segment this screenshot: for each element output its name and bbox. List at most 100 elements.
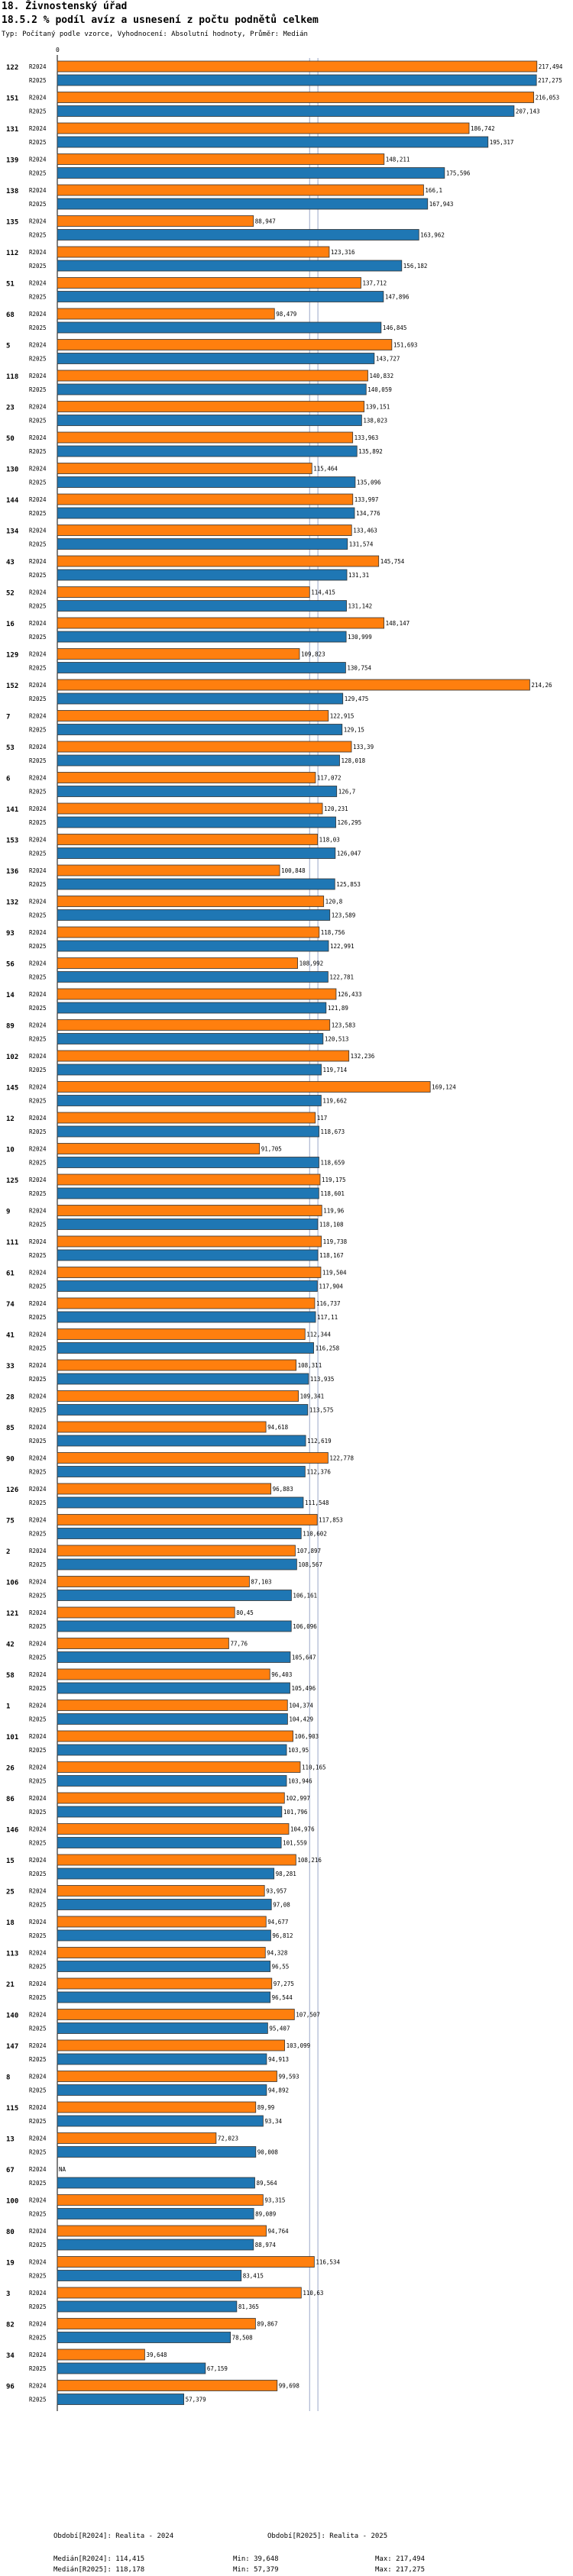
- bar-r2025: [57, 105, 515, 117]
- data-label-r2024: 94,328: [267, 1950, 288, 1957]
- bar-r2024: [57, 2039, 285, 2051]
- bar-r2025: [57, 1867, 275, 1880]
- data-label-r2024: 87,103: [251, 1579, 271, 1586]
- data-label-r2025: 163,962: [420, 232, 445, 239]
- bar-r2024: [57, 896, 325, 907]
- category-label: 5: [6, 343, 10, 350]
- series-label-r2025: R2025: [29, 1716, 47, 1723]
- series-label-r2025: R2025: [29, 757, 47, 764]
- series-label-r2025: R2025: [29, 819, 47, 826]
- category-label: 25: [6, 1889, 15, 1896]
- series-label-r2024: R2024: [29, 1455, 47, 1462]
- bar-r2024: [57, 2318, 256, 2329]
- data-label-r2025: 117,11: [317, 1314, 338, 1321]
- data-label-r2024: 116,534: [316, 2259, 340, 2266]
- series-label-r2024: R2024: [29, 805, 47, 812]
- bar-r2025: [57, 600, 347, 612]
- series-label-r2025: R2025: [29, 572, 47, 579]
- series-label-r2025: R2025: [29, 448, 47, 455]
- series-label-r2024: R2024: [29, 1393, 47, 1400]
- bar-r2024: [57, 2225, 267, 2237]
- bar-r2025: [57, 1496, 304, 1509]
- bar-r2024: [57, 1947, 266, 1958]
- data-label-r2024: 110,63: [303, 2290, 323, 2297]
- series-label-r2025: R2025: [29, 1623, 47, 1630]
- bar-r2024: [57, 1328, 306, 1340]
- data-label-r2025: 147,896: [385, 294, 410, 301]
- category-label: 82: [6, 2322, 15, 2329]
- series-label-r2024: R2024: [29, 342, 47, 349]
- bar-r2024: [57, 1112, 316, 1124]
- category-label: 125: [6, 1177, 18, 1185]
- series-label-r2025: R2025: [29, 1283, 47, 1290]
- data-label-r2024: 133,997: [354, 496, 379, 503]
- data-label-r2025: 106,161: [293, 1593, 317, 1600]
- series-label-r2024: R2024: [29, 249, 47, 256]
- series-label-r2025: R2025: [29, 912, 47, 919]
- bar-r2025: [57, 1249, 319, 1261]
- category-label: 101: [6, 1734, 18, 1742]
- category-label: 10: [6, 1147, 15, 1154]
- bar-r2025: [57, 1713, 288, 1725]
- series-label-r2025: R2025: [29, 2211, 47, 2218]
- series-label-r2025: R2025: [29, 1685, 47, 1692]
- series-label-r2024: R2024: [29, 1300, 47, 1307]
- category-label: 151: [6, 95, 18, 103]
- data-label-r2025: 207,143: [516, 108, 540, 115]
- data-label-r2025: 118,167: [319, 1252, 344, 1259]
- data-label-r2025: 140,059: [367, 386, 392, 393]
- series-label-r2024: R2024: [29, 1053, 47, 1060]
- data-label-r2024: 119,738: [323, 1238, 348, 1245]
- series-label-r2024: R2024: [29, 1115, 47, 1122]
- series-label-r2025: R2025: [29, 1190, 47, 1197]
- data-label-r2025: 167,943: [429, 201, 454, 208]
- category-label: 3: [6, 2290, 10, 2298]
- data-label-r2025: 105,496: [291, 1685, 316, 1692]
- series-label-r2025: R2025: [29, 294, 47, 301]
- series-label-r2024: R2024: [29, 63, 47, 70]
- series-label-r2025: R2025: [29, 1314, 47, 1321]
- series-label-r2025: R2025: [29, 1499, 47, 1506]
- series-label-r2024: R2024: [29, 960, 47, 967]
- series-label-r2024: R2024: [29, 95, 47, 102]
- bar-r2024: [57, 1421, 267, 1433]
- data-label-r2025: 117,904: [319, 1283, 343, 1290]
- category-label: 51: [6, 281, 15, 289]
- series-label-r2025: R2025: [29, 1747, 47, 1754]
- bar-r2024: [57, 1916, 267, 1928]
- data-label-r2024: 117,072: [317, 775, 342, 782]
- data-label-r2025: 195,317: [490, 139, 514, 146]
- bar-r2024: [57, 1545, 296, 1557]
- series-label-r2024: R2024: [29, 466, 47, 473]
- bar-r2024: [57, 586, 310, 598]
- category-label: 18: [6, 1919, 15, 1927]
- data-label-r2024: 118,03: [319, 837, 340, 844]
- series-label-r2025: R2025: [29, 2303, 47, 2310]
- bar-r2024: [57, 679, 530, 691]
- bar-r2025: [57, 1219, 319, 1230]
- data-label-r2025: 126,7: [338, 789, 356, 796]
- series-label-r2024: R2024: [29, 1270, 47, 1277]
- data-label-r2025: 67,159: [207, 2365, 228, 2372]
- category-label: 100: [6, 2198, 18, 2206]
- series-label-r2025: R2025: [29, 1376, 47, 1383]
- bar-r2024: [57, 1576, 250, 1587]
- bar-r2025: [57, 1187, 319, 1199]
- series-label-r2025: R2025: [29, 1222, 47, 1228]
- bar-r2025: [57, 2239, 254, 2251]
- category-label: 122: [6, 64, 18, 72]
- bar-r2024: [57, 1792, 285, 1804]
- category-label: 21: [6, 1981, 15, 1989]
- bar-r2024: [57, 648, 300, 660]
- bar-r2025: [57, 1590, 292, 1601]
- bar-r2025: [57, 2177, 255, 2189]
- bar-r2024: [57, 1452, 329, 1464]
- bar-r2024: [57, 1359, 297, 1371]
- stat-median-2025: Medián[R2025]: 118,178: [53, 2566, 145, 2574]
- bar-r2024: [57, 1730, 293, 1742]
- series-label-r2024: R2024: [29, 1950, 47, 1957]
- data-label-r2024: 108,992: [299, 960, 324, 967]
- stat-min-2024: Min: 39,648: [233, 2555, 279, 2563]
- series-label-r2024: R2024: [29, 1733, 47, 1740]
- data-label-r2024: 145,754: [380, 558, 405, 565]
